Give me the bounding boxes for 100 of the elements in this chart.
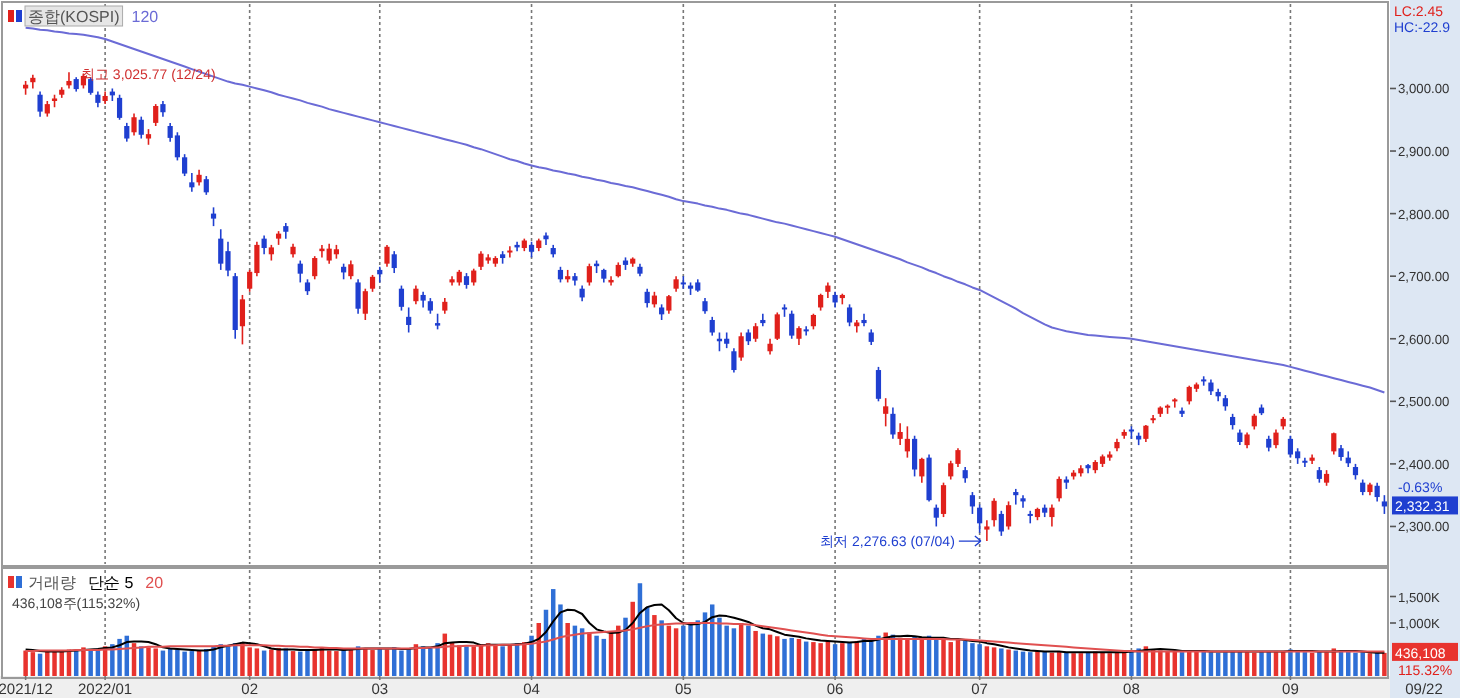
bar	[999, 648, 1004, 676]
bar	[977, 644, 982, 676]
bar	[1078, 653, 1084, 676]
bar	[912, 636, 917, 676]
series-label: 120	[131, 8, 160, 26]
bar	[341, 649, 346, 676]
bar	[883, 632, 888, 676]
candlestick	[1186, 384, 1192, 406]
bar	[1129, 650, 1134, 676]
candlestick	[1107, 450, 1113, 462]
candlestick	[398, 284, 405, 312]
candlestick	[1013, 488, 1019, 506]
candlestick	[1056, 475, 1062, 503]
bar	[782, 638, 787, 676]
bar	[1194, 651, 1199, 676]
candlestick	[731, 347, 737, 374]
bar	[363, 648, 368, 676]
candlestick	[116, 93, 123, 121]
bar	[312, 649, 317, 676]
candlestick	[348, 259, 354, 281]
bar	[399, 650, 404, 676]
bar	[522, 642, 527, 676]
bar	[254, 648, 260, 676]
text: 20	[145, 574, 165, 592]
candlestick	[904, 425, 910, 459]
bar	[1100, 652, 1105, 676]
candlestick	[297, 259, 303, 284]
bar	[1006, 649, 1011, 676]
candlestick	[239, 294, 246, 346]
candlestick	[1027, 510, 1033, 525]
bar	[435, 643, 440, 676]
bar	[153, 648, 158, 676]
bar	[594, 635, 599, 676]
bar	[948, 642, 953, 676]
bar	[565, 623, 570, 676]
candlestick	[796, 325, 802, 346]
candlestick	[138, 115, 144, 140]
candlestick	[890, 406, 896, 440]
bar	[905, 638, 910, 676]
candlestick	[969, 491, 976, 515]
candlestick	[998, 510, 1004, 537]
bar	[464, 646, 469, 676]
bar	[652, 615, 657, 676]
candlestick	[738, 331, 744, 362]
candlestick	[391, 250, 397, 274]
candlestick	[608, 275, 614, 287]
candlestick	[182, 153, 188, 177]
bar	[1367, 653, 1373, 676]
line-series	[24, 622, 1386, 653]
bar	[23, 650, 28, 676]
candlestick	[991, 497, 997, 528]
bar	[1201, 651, 1206, 676]
candlestick	[131, 112, 137, 137]
candlestick	[709, 316, 715, 337]
bar	[334, 651, 339, 676]
bar	[840, 643, 845, 676]
bar	[269, 649, 274, 676]
candlestick	[210, 206, 217, 227]
candlestick	[384, 244, 390, 268]
bar	[370, 650, 375, 676]
candlestick	[1287, 434, 1294, 459]
candlestick	[846, 303, 853, 328]
candlestick	[319, 244, 325, 259]
candlestick	[514, 240, 520, 252]
candlestick	[760, 312, 766, 328]
candlestick	[586, 262, 592, 287]
bar	[305, 650, 310, 676]
legend-label: 종합(KOSPI)	[28, 8, 121, 26]
bar	[681, 625, 686, 676]
legend-label: 거래량	[28, 574, 76, 592]
bar	[623, 617, 628, 676]
candlestick	[1273, 428, 1279, 450]
bar	[1353, 652, 1358, 676]
candlestick	[926, 453, 932, 503]
bar	[88, 648, 93, 676]
bar	[81, 647, 86, 676]
candlestick	[189, 172, 195, 193]
bar	[1064, 652, 1069, 676]
bar	[832, 644, 838, 676]
candlestick	[883, 397, 889, 428]
bar	[428, 647, 433, 676]
bar	[587, 632, 592, 676]
bar	[52, 651, 57, 676]
text: 단순 5	[88, 574, 135, 592]
candlestick	[666, 294, 672, 315]
bar	[876, 635, 881, 676]
bar	[818, 643, 823, 676]
bar	[1230, 651, 1235, 676]
bar	[1360, 652, 1365, 676]
candlestick	[752, 322, 759, 343]
candlestick	[1150, 414, 1156, 425]
bar	[1035, 651, 1040, 676]
candlestick	[861, 312, 867, 328]
bar	[847, 642, 852, 676]
candlestick	[912, 434, 918, 478]
candlestick	[774, 311, 780, 341]
bar	[1042, 651, 1047, 676]
candlestick	[897, 422, 903, 446]
candlestick	[174, 131, 180, 162]
bar	[1223, 652, 1228, 676]
